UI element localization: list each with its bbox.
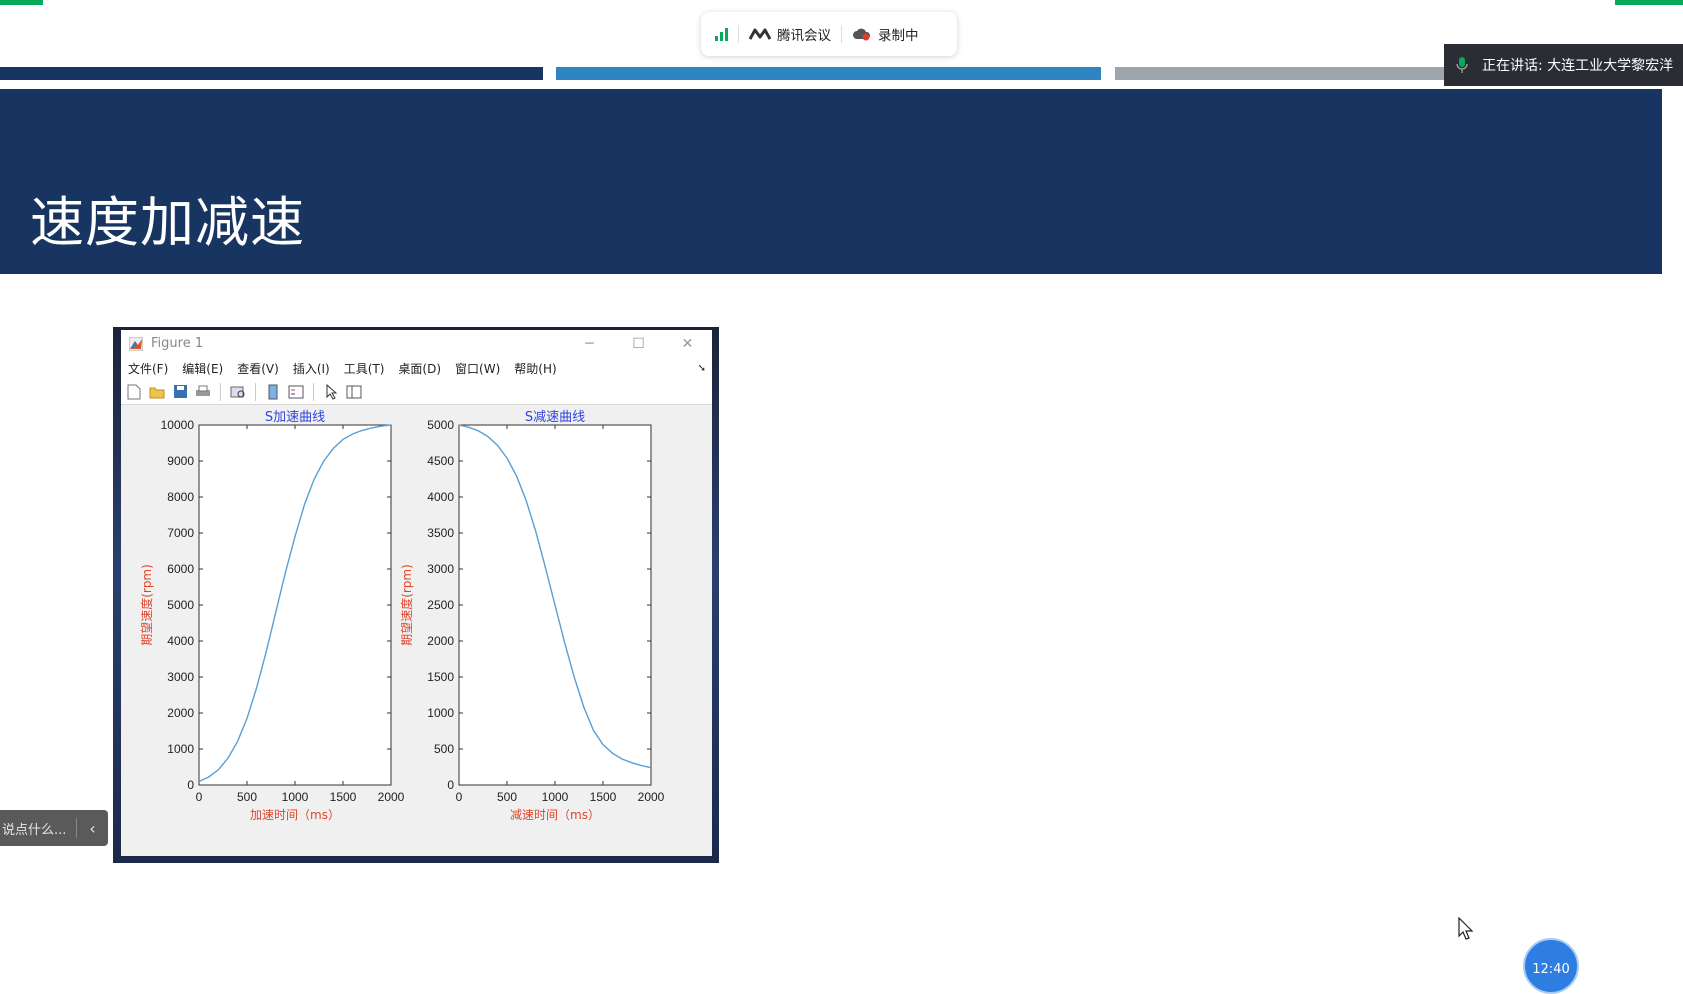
mouse-cursor-icon (1458, 917, 1474, 940)
matlab-logo-icon (129, 336, 143, 351)
chat-input[interactable]: 说点什么... (2, 822, 67, 838)
cloud-record-icon (853, 28, 871, 41)
signal-icon[interactable] (715, 27, 728, 41)
speaking-text: 正在讲话: 大连工业大学黎宏洋 (1482, 58, 1674, 74)
chevron-left-icon[interactable]: ‹ (89, 818, 96, 838)
meeting-toolbar: 腾讯会议 录制中 (701, 12, 957, 56)
x-tick-label-1-2: 1000 (542, 790, 569, 804)
slide-title: 速度加减速 (30, 191, 305, 254)
save-icon[interactable] (171, 383, 189, 401)
open-folder-icon[interactable] (148, 383, 166, 401)
y-tick-label-0-2: 2000 (167, 706, 194, 720)
menu-help[interactable]: 帮助(H) (514, 361, 557, 376)
x-tick-label-1-0: 0 (456, 790, 463, 804)
pointer-icon[interactable] (322, 383, 340, 401)
y-tick-label-0-8: 8000 (167, 490, 194, 504)
y-tick-label-0-3: 3000 (167, 670, 194, 684)
print-icon[interactable] (194, 383, 212, 401)
y-axis-label-1: 期望速度(rpm) (399, 564, 414, 646)
close-icon[interactable]: ✕ (681, 335, 694, 352)
tencent-meeting-logo-icon (749, 28, 771, 40)
y-tick-label-1-8: 4000 (427, 490, 454, 504)
y-tick-label-1-4: 2000 (427, 634, 454, 648)
x-tick-label-1-3: 1500 (590, 790, 617, 804)
y-tick-label-0-1: 1000 (167, 742, 194, 756)
x-tick-label-1-4: 2000 (638, 790, 665, 804)
clock-bubble[interactable]: 12:40 (1523, 938, 1579, 994)
y-tick-label-0-9: 9000 (167, 454, 194, 468)
y-tick-label-1-5: 2500 (427, 598, 454, 612)
figure-titlebar: Figure 1 ─ ☐ ✕ (121, 330, 712, 357)
slide-bar-gray (1115, 67, 1450, 80)
x-tick-label-0-4: 2000 (378, 790, 405, 804)
y-tick-label-1-0: 0 (447, 778, 454, 792)
chat-box[interactable]: 说点什么... ‹ (0, 810, 108, 846)
figure-toolbar (121, 379, 712, 405)
x-tick-label-0-1: 500 (237, 790, 257, 804)
menu-insert[interactable]: 插入(I) (292, 361, 330, 376)
series-line-0-0 (198, 424, 392, 783)
y-tick-label-1-3: 1500 (427, 670, 454, 684)
speaking-indicator: 正在讲话: 大连工业大学黎宏洋 (1444, 44, 1683, 86)
corner-accent-right (1615, 0, 1683, 5)
clock-time: 12:40 (1532, 962, 1570, 977)
series-line-1-0 (458, 424, 652, 769)
plot-area: 0 500 1000 1500 2000 0 1000 2000 3000 4000 5000 600… (121, 406, 712, 856)
y-tick-label-1-7: 3500 (427, 526, 454, 540)
recording-label: 录制中 (878, 28, 919, 44)
y-tick-label-0-6: 6000 (167, 562, 194, 576)
figure-charts: 0 500 1000 1500 2000010002000300040005000600… (139, 410, 665, 822)
new-file-icon[interactable] (125, 383, 143, 401)
print-preview-icon[interactable] (229, 383, 247, 401)
figure-menubar: 文件(F) 编辑(E) 查看(V) 插入(I) 工具(T) 桌面(D) 窗口(W… (121, 357, 712, 379)
recording-button[interactable]: 录制中 (852, 24, 919, 44)
y-tick-label-1-1: 500 (434, 742, 454, 756)
y-tick-label-1-9: 4500 (427, 454, 454, 468)
axes-box-0 (198, 424, 392, 786)
chart-title-1: S减速曲线 (525, 410, 585, 425)
y-tick-label-1-10: 5000 (427, 418, 454, 432)
menu-tools[interactable]: 工具(T) (343, 361, 385, 376)
y-tick-label-1-2: 1000 (427, 706, 454, 720)
x-tick-label-0-3: 1500 (330, 790, 357, 804)
menu-view[interactable]: 查看(V) (237, 361, 279, 376)
menu-desktop[interactable]: 桌面(D) (398, 361, 442, 376)
dock-arrow-icon[interactable]: ➘ (697, 362, 706, 374)
y-tick-label-0-5: 5000 (167, 598, 194, 612)
x-axis-label-1: 减速时间（ms） (510, 808, 600, 822)
colorbar-icon[interactable] (264, 383, 282, 401)
menu-file[interactable]: 文件(F) (128, 361, 169, 376)
microphone-icon (1456, 57, 1468, 73)
x-tick-label-0-0: 0 (196, 790, 203, 804)
minimize-icon[interactable]: ─ (585, 335, 594, 352)
y-tick-label-0-4: 4000 (167, 634, 194, 648)
figure-title: Figure 1 (151, 336, 204, 351)
slide-bar-blue (556, 67, 1101, 80)
y-axis-label-0: 期望速度(rpm) (139, 564, 154, 646)
y-tick-label-0-10: 10000 (161, 418, 195, 432)
property-editor-icon[interactable] (345, 383, 363, 401)
legend-icon[interactable] (287, 383, 305, 401)
slide-bar-navy (0, 67, 543, 80)
figure-window: Figure 1 ─ ☐ ✕ 文件(F) 编辑(E) 查看(V) 插入(I) 工… (121, 330, 712, 856)
y-tick-label-0-7: 7000 (167, 526, 194, 540)
x-tick-label-0-2: 1000 (282, 790, 309, 804)
meeting-app-button[interactable]: 腾讯会议 (749, 24, 831, 44)
y-tick-label-0-0: 0 (187, 778, 194, 792)
maximize-icon[interactable]: ☐ (632, 335, 645, 352)
corner-accent-left (0, 0, 43, 5)
x-tick-label-1-1: 500 (497, 790, 517, 804)
menu-window[interactable]: 窗口(W) (455, 361, 501, 376)
slide-header (0, 89, 1662, 274)
chart-title-0: S加速曲线 (265, 410, 325, 425)
y-tick-label-1-6: 3000 (427, 562, 454, 576)
meeting-app-name: 腾讯会议 (777, 28, 831, 44)
x-axis-label-0: 加速时间（ms） (250, 808, 340, 822)
menu-edit[interactable]: 编辑(E) (182, 361, 224, 376)
